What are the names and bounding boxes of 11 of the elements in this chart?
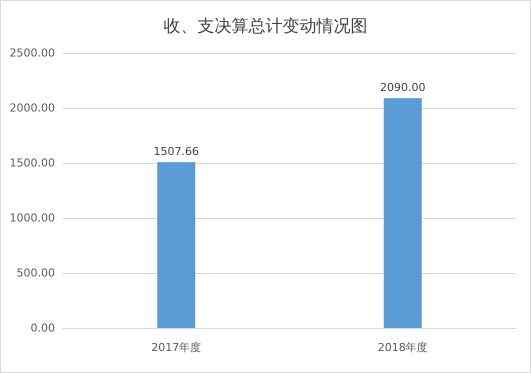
y-tick-label: 0.00 bbox=[30, 322, 55, 334]
y-tick-label: 2500.00 bbox=[10, 46, 55, 60]
y-tick-label: 1000.00 bbox=[10, 212, 55, 224]
y-tick-label: 2000.00 bbox=[10, 102, 55, 114]
y-tick-label: 500.00 bbox=[16, 266, 55, 280]
chart-title: 收、支决算总计变动情况图 bbox=[164, 16, 368, 36]
x-tick-label: 2017年度 bbox=[151, 341, 202, 354]
x-tick-label: 2018年度 bbox=[378, 341, 428, 354]
data-label: 1507.66 bbox=[154, 145, 199, 158]
data-label: 2090.00 bbox=[380, 81, 426, 94]
y-tick-label: 1500.00 bbox=[10, 156, 55, 170]
